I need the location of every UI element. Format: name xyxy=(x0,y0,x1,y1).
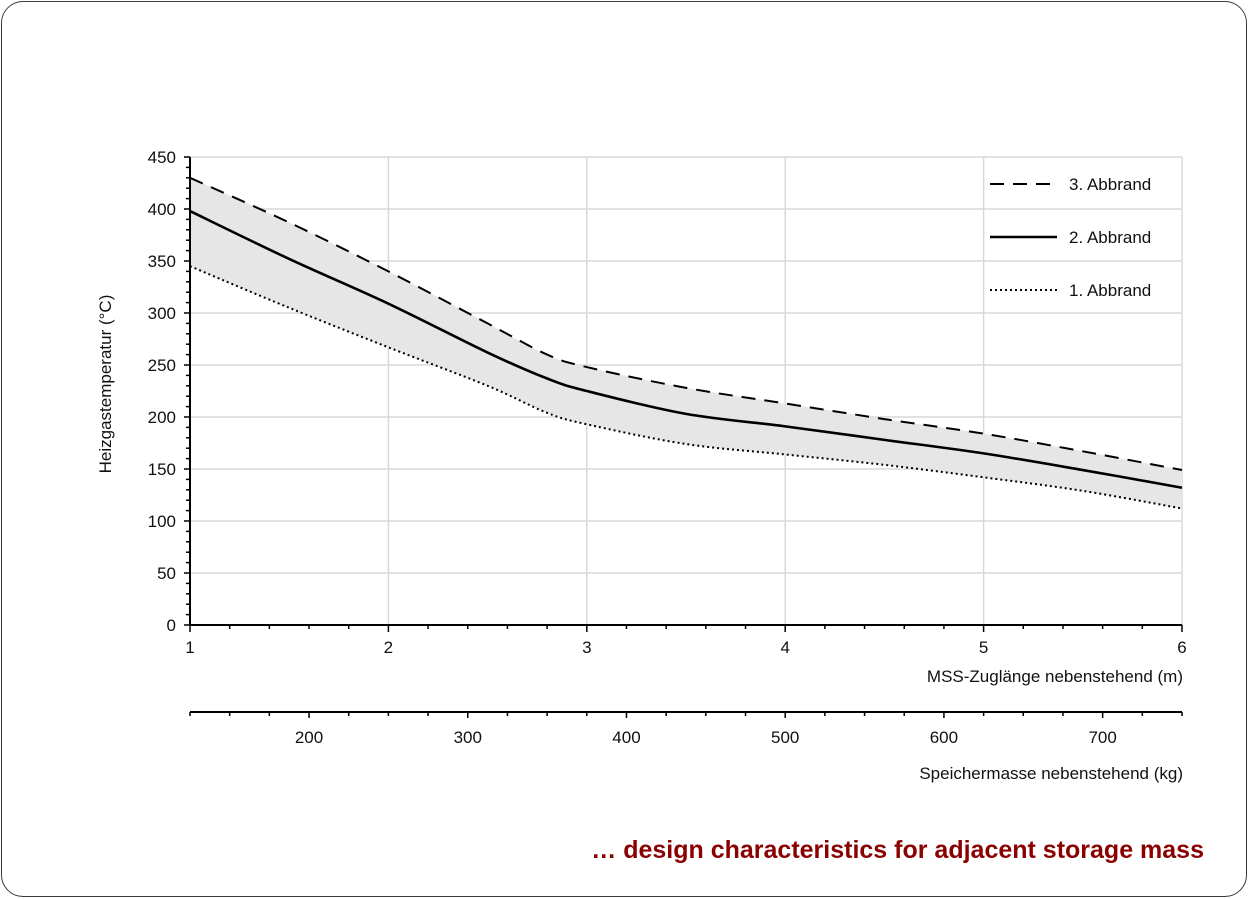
legend-label-3: 1. Abbrand xyxy=(1069,281,1151,300)
series-line-2 xyxy=(189,209,1183,489)
x2-tick-label: 400 xyxy=(612,728,640,747)
y-tick-label: 100 xyxy=(148,512,176,531)
x-tick-label: 4 xyxy=(780,638,789,657)
y-tick-label: 300 xyxy=(148,304,176,323)
y-tick-label: 350 xyxy=(148,252,176,271)
series-lines xyxy=(189,176,1183,510)
temperature-range-band xyxy=(190,177,1182,509)
y-tick-label: 250 xyxy=(148,356,176,375)
slide-caption: … design characteristics for adjacent st… xyxy=(591,836,1204,864)
x-tick-label: 1 xyxy=(185,638,194,657)
series-line-3 xyxy=(189,265,1183,510)
legend: 3. Abbrand 2. Abbrand 1. Abbrand xyxy=(990,175,1151,300)
legend-label-1: 3. Abbrand xyxy=(1069,175,1151,194)
x2-tick-label: 500 xyxy=(771,728,799,747)
series-line-1 xyxy=(189,176,1183,472)
y-tick-label: 200 xyxy=(148,408,176,427)
x-tick-label: 6 xyxy=(1177,638,1186,657)
x-tick-label: 5 xyxy=(979,638,988,657)
secondary-x-axis-label: Speichermasse nebenstehend (kg) xyxy=(919,764,1183,783)
y-tick-label: 150 xyxy=(148,460,176,479)
y-tick-label: 50 xyxy=(157,564,176,583)
x2-tick-label: 600 xyxy=(930,728,958,747)
y-tick-label: 400 xyxy=(148,200,176,219)
x-tick-label: 3 xyxy=(582,638,591,657)
x2-tick-label: 300 xyxy=(454,728,482,747)
y-axis-label: Heizgastemperatur (°C) xyxy=(96,295,115,474)
y-tick-label: 450 xyxy=(148,148,176,167)
axes: 0 50 100 150 200 250 300 350 400 450 1 2 3 4 5 6 200 300 4… xyxy=(148,148,1187,747)
x-axis-label: MSS-Zuglänge nebenstehend (m) xyxy=(927,667,1183,686)
x-tick-label: 2 xyxy=(384,638,393,657)
x2-tick-label: 200 xyxy=(295,728,323,747)
legend-label-2: 2. Abbrand xyxy=(1069,228,1151,247)
y-tick-label: 0 xyxy=(167,616,176,635)
x2-tick-label: 700 xyxy=(1088,728,1116,747)
